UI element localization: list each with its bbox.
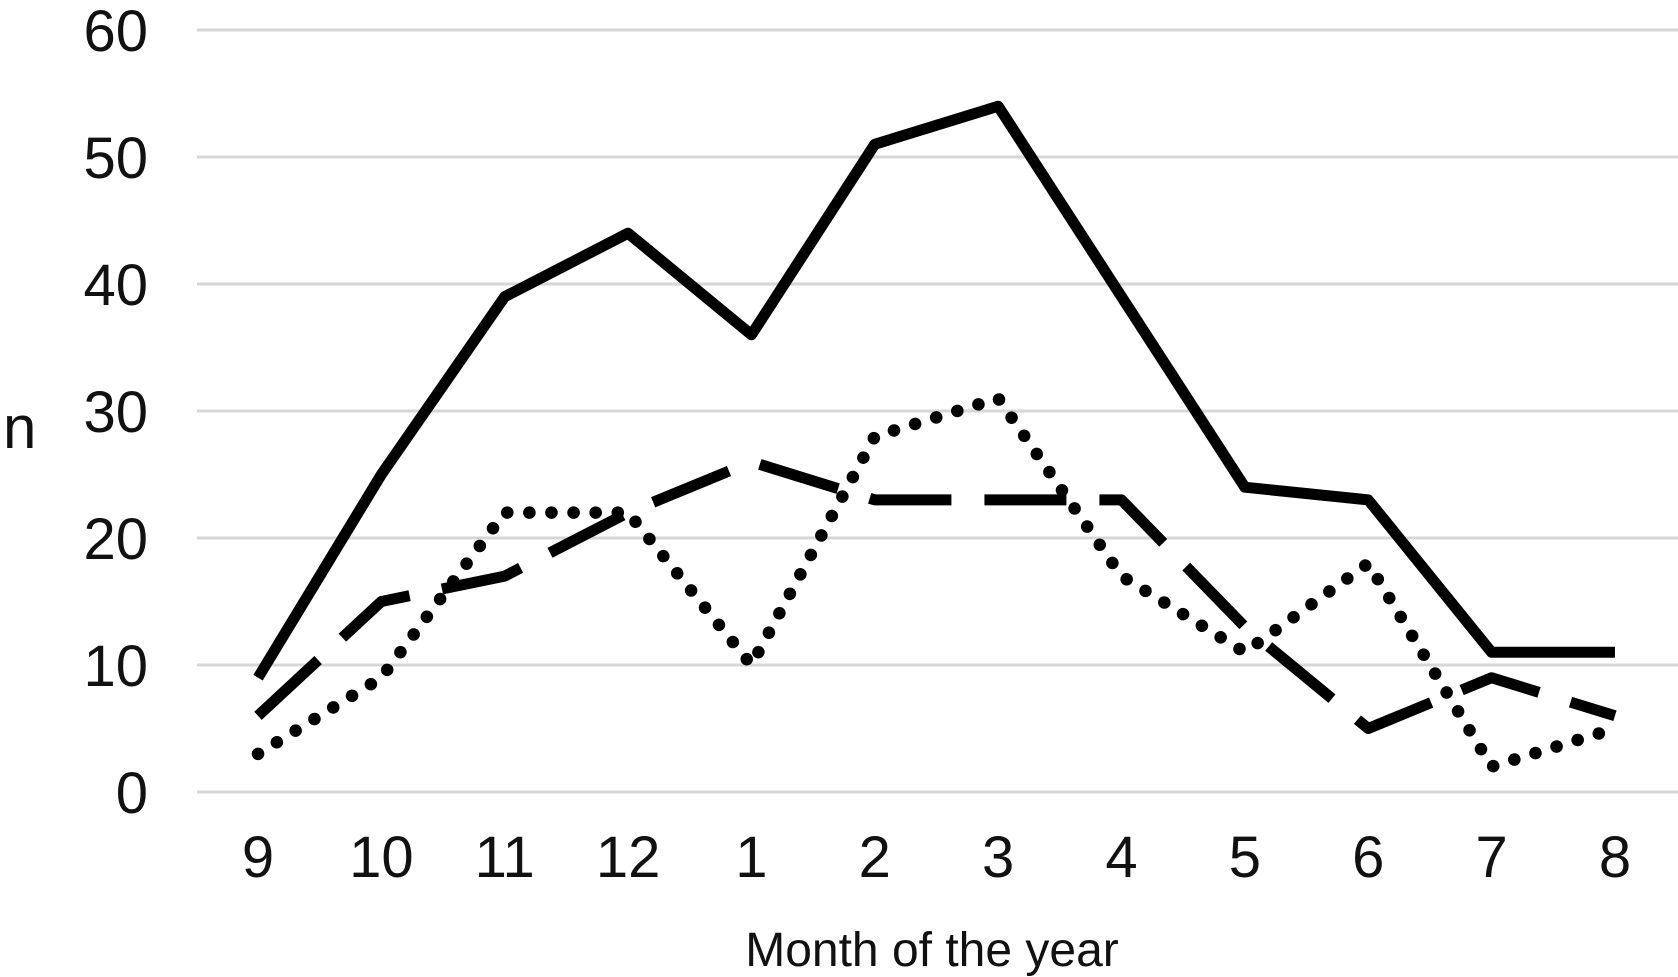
x-axis-tick-labels: 9 10 11 12 1 2 3 4 5 6 7 8: [242, 825, 1631, 890]
y-tick-label-30: 30: [83, 380, 148, 445]
x-tick-label-12: 12: [596, 825, 661, 890]
x-tick-label-5: 5: [1229, 825, 1261, 890]
x-tick-label-4: 4: [1105, 825, 1137, 890]
series-lines: [251, 100, 1622, 773]
y-tick-label-60: 60: [83, 0, 148, 64]
x-axis-title: Month of the year: [745, 924, 1119, 977]
y-tick-label-0: 0: [116, 761, 148, 826]
x-tick-label-6: 6: [1352, 825, 1384, 890]
x-tick-label-10: 10: [349, 825, 414, 890]
y-axis-tick-labels: 0 10 20 30 40 50 60: [83, 0, 148, 826]
y-tick-label-20: 20: [83, 507, 148, 572]
x-tick-label-2: 2: [859, 825, 891, 890]
x-tick-label-3: 3: [982, 825, 1014, 890]
x-tick-label-9: 9: [242, 825, 274, 890]
gridlines: [197, 28, 1678, 794]
y-tick-label-50: 50: [83, 126, 148, 191]
dotted-line: [251, 392, 1622, 773]
solid-line: [253, 100, 1615, 681]
y-axis-title: n: [3, 394, 36, 461]
x-tick-label-8: 8: [1599, 825, 1631, 890]
y-tick-label-40: 40: [83, 253, 148, 318]
x-tick-label-7: 7: [1475, 825, 1507, 890]
x-tick-label-11: 11: [475, 825, 535, 890]
dashed-line: [254, 456, 1617, 734]
y-tick-label-10: 10: [83, 634, 148, 699]
x-tick-label-1: 1: [735, 825, 767, 890]
